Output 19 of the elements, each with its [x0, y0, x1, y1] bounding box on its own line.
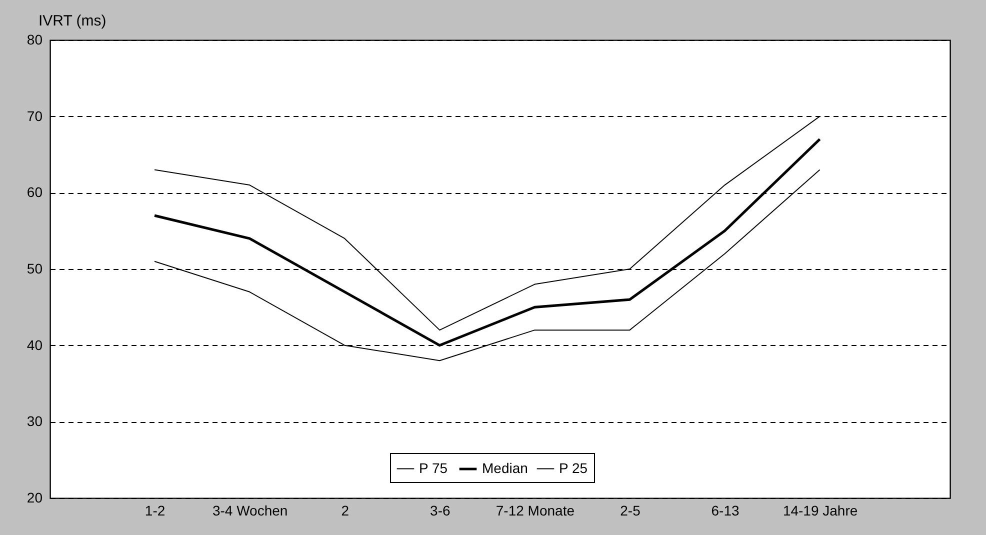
- x-tick-label: 7-12 Monate: [496, 502, 575, 518]
- x-tick-label: 2: [341, 502, 350, 518]
- x-tick-label: 14-19 Jahre: [782, 502, 858, 518]
- x-tick-label: 6-13: [711, 502, 740, 518]
- x-tick-label: 3-6: [430, 502, 450, 518]
- y-axis-title: IVRT (ms): [38, 12, 106, 30]
- y-tick-label: 60: [26, 184, 43, 200]
- y-tick-label: 70: [26, 108, 43, 124]
- x-tick-label: 2-5: [620, 502, 641, 518]
- legend-label: P 75: [419, 460, 448, 476]
- legend-label: Median: [482, 460, 528, 476]
- x-tick-label: 3-4 Wochen: [212, 502, 288, 518]
- y-tick-label: 50: [26, 260, 43, 276]
- y-tick-label: 80: [26, 32, 43, 48]
- y-tick-label: 30: [26, 413, 43, 430]
- x-tick-label: 1-2: [144, 502, 166, 518]
- legend-label: P 25: [559, 460, 588, 476]
- y-tick-label: 20: [26, 490, 43, 506]
- y-tick-label: 40: [26, 336, 43, 353]
